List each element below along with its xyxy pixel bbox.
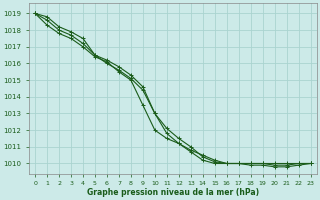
X-axis label: Graphe pression niveau de la mer (hPa): Graphe pression niveau de la mer (hPa) [87,188,259,197]
